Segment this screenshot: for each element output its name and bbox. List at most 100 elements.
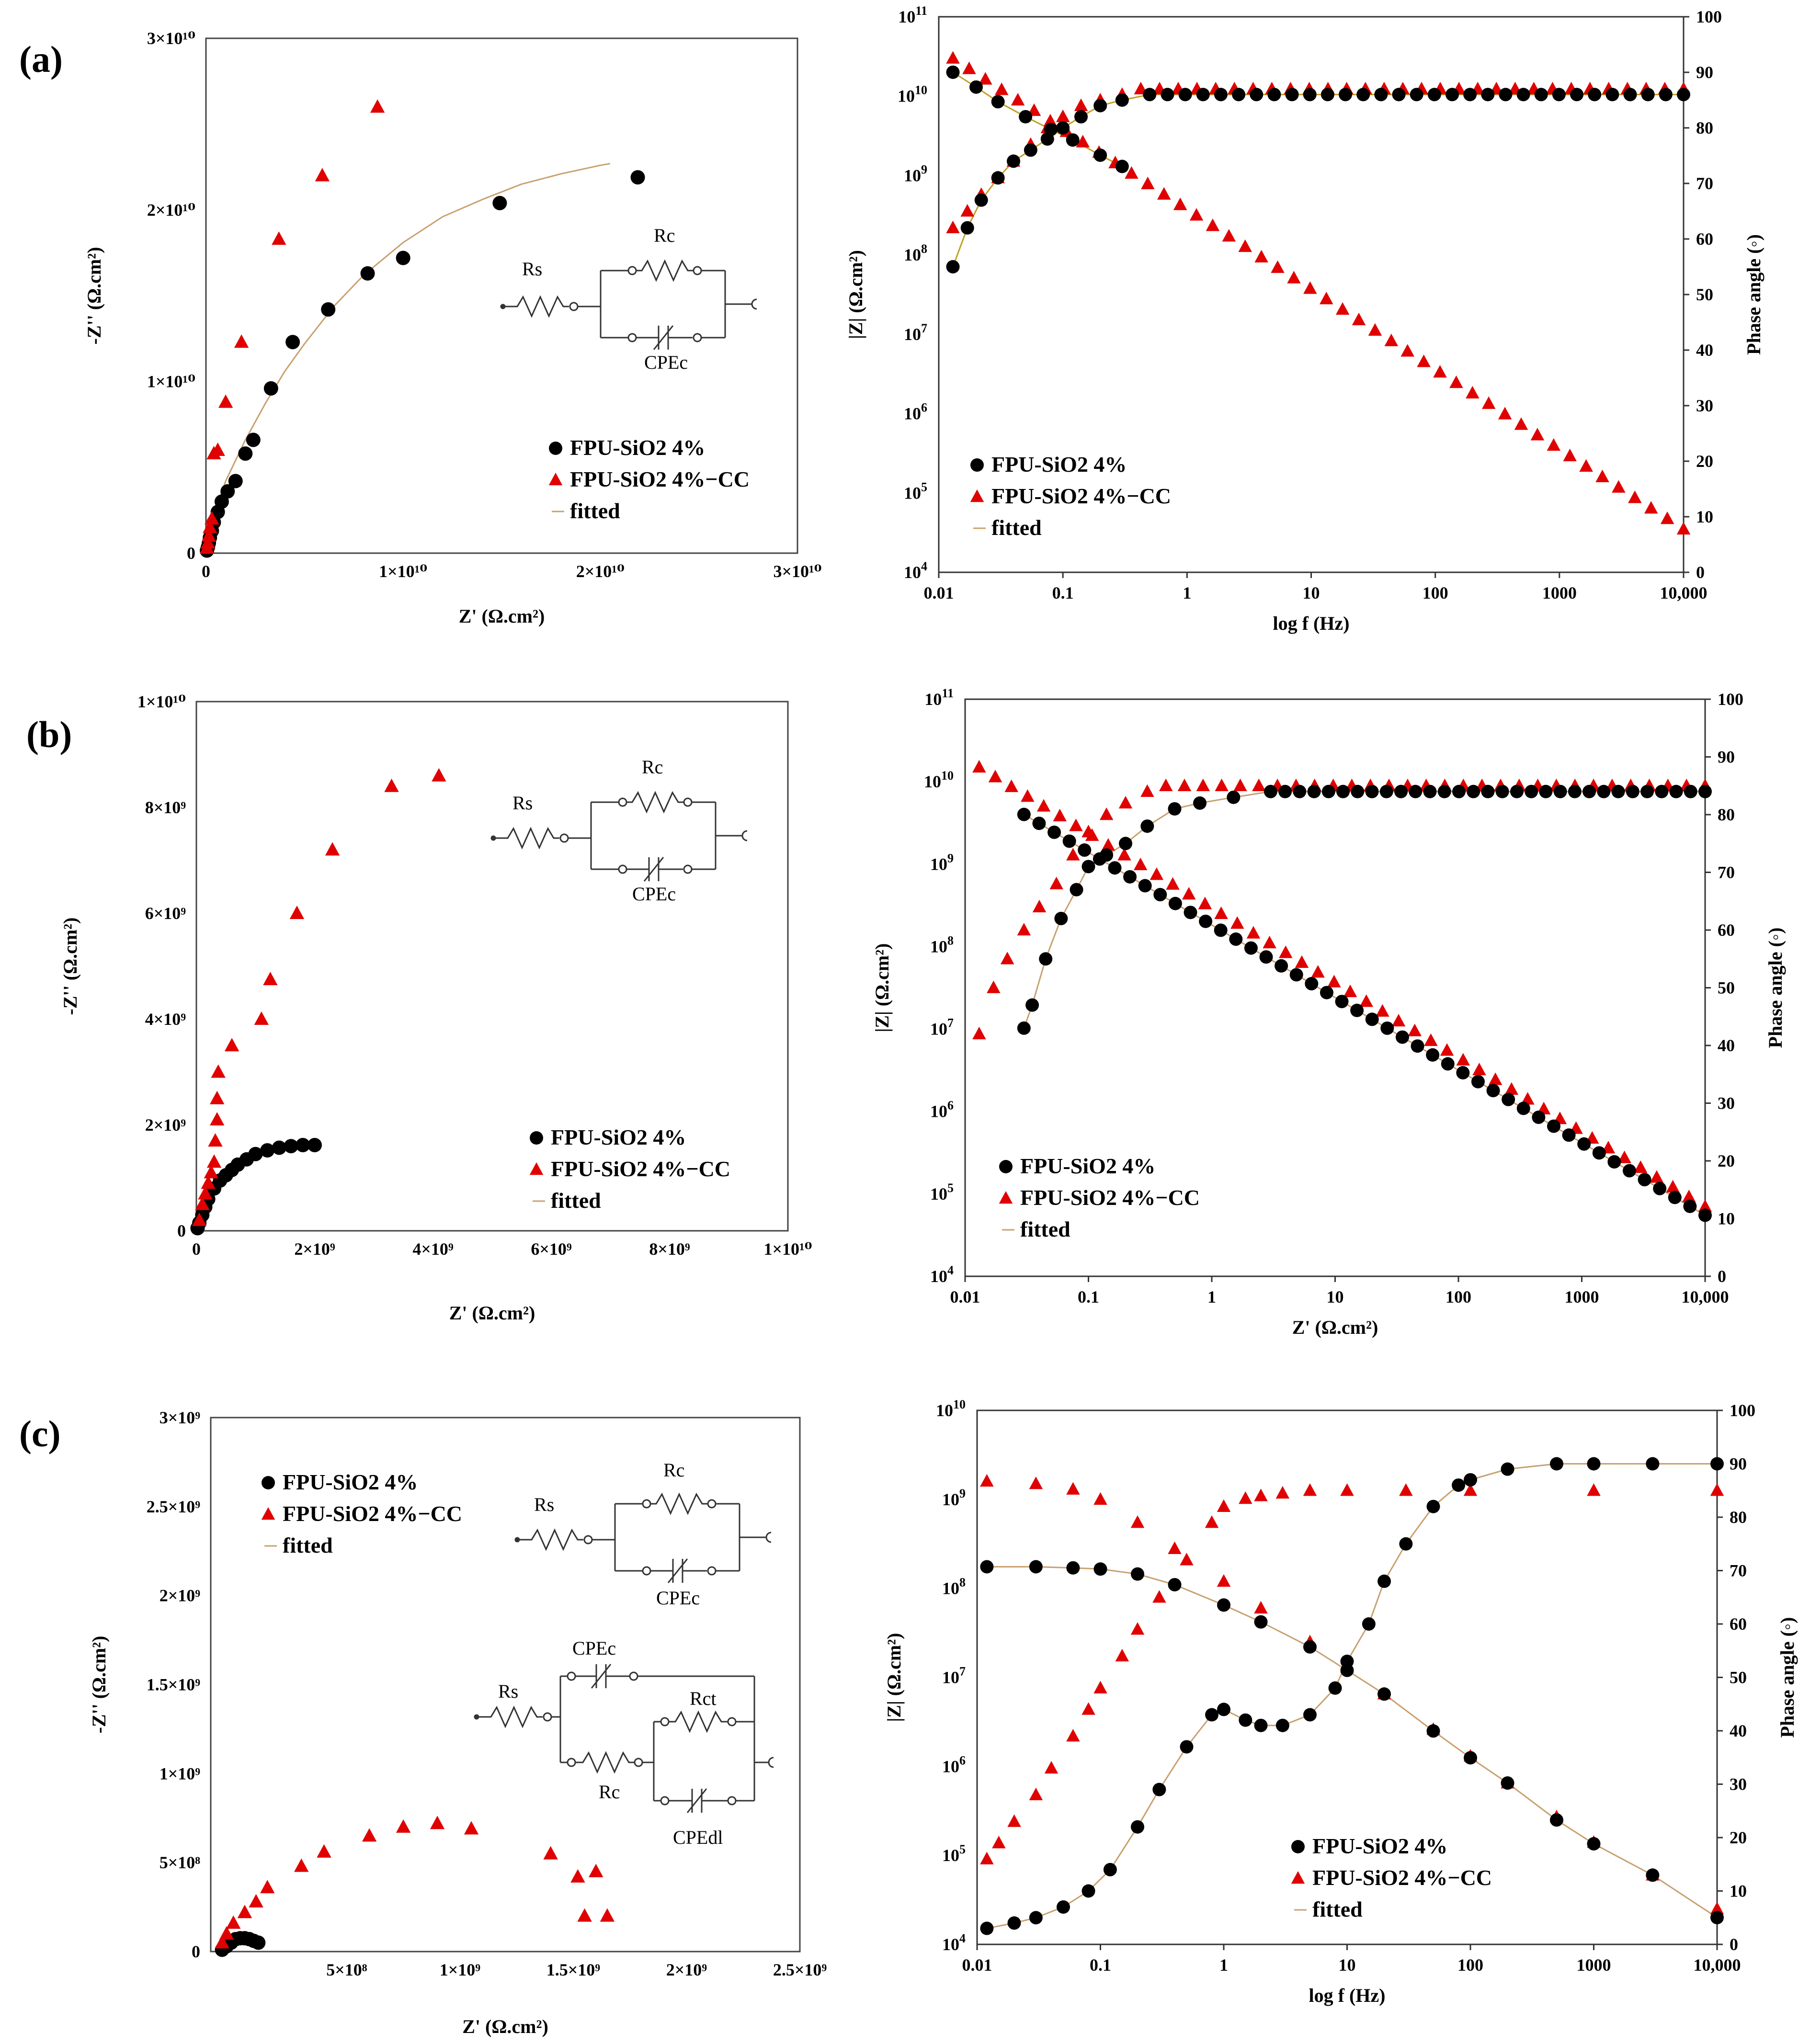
phase-point-s1 (974, 193, 988, 207)
modulus-point-s2 (1327, 975, 1341, 988)
y-axis-title: |Z| (Ω.cm²) (871, 943, 893, 1032)
modulus-point-s1 (1638, 1173, 1651, 1187)
x-tick-label: 0 (202, 562, 210, 581)
modulus-point-s1 (1456, 1066, 1470, 1079)
phase-point-s1 (1340, 1655, 1354, 1669)
data-point-s2 (215, 1935, 229, 1949)
phase-point-s2 (1303, 1483, 1317, 1496)
y-tick-label: 4×10⁹ (145, 1010, 186, 1029)
modulus-point-s1 (1259, 950, 1273, 964)
modulus-point-s2 (1222, 229, 1236, 242)
modulus-point-s1 (1532, 1110, 1546, 1124)
data-point-s1 (228, 474, 243, 488)
y2-axis-title: Phase angle (◦) (1764, 928, 1786, 1048)
modulus-point-s1 (1380, 1021, 1394, 1035)
legend-marker-s1 (530, 1131, 543, 1145)
data-point-s2 (203, 520, 217, 534)
y-tick-label: 104 (930, 1263, 954, 1286)
modulus-point-s1 (1093, 1562, 1107, 1576)
modulus-point-s2 (1698, 1199, 1712, 1212)
modulus-point-s2 (1440, 1043, 1454, 1056)
data-point-s1 (284, 1139, 298, 1154)
phase-point-s1 (1365, 784, 1379, 798)
modulus-point-s2 (1254, 250, 1268, 263)
circuit-c2-rc-label: Rc (599, 1781, 620, 1803)
modulus-point-s2 (1076, 135, 1090, 148)
phase-point-s1 (1510, 784, 1524, 798)
data-point-s2 (200, 535, 216, 549)
phase-point-s1 (1054, 911, 1068, 925)
phase-point-s2 (1177, 778, 1192, 791)
fitted-curve-modulus (1024, 814, 1706, 1216)
phase-point-s2 (1066, 848, 1080, 861)
x-axis-title: Z' (Ω.cm²) (449, 1302, 535, 1324)
y-tick-label: 3×10⁹ (159, 1408, 201, 1427)
y-axis-title: -Z'' (Ω.cm²) (88, 1636, 110, 1734)
modulus-point-s1 (1032, 817, 1046, 830)
phase-point-s1 (1074, 110, 1088, 124)
data-point-s2 (218, 394, 233, 408)
modulus-point-s2 (1303, 281, 1317, 294)
phase-point-s2 (1180, 1553, 1194, 1566)
fitted-curve-phase (987, 1463, 1717, 1930)
y-axis-title: -Z'' (Ω.cm²) (83, 247, 105, 345)
y-tick-label: 105 (930, 1181, 954, 1204)
y2-tick-label: 30 (1696, 396, 1713, 415)
data-point-s2 (543, 1846, 558, 1860)
data-point-s2 (226, 1915, 241, 1929)
modulus-point-s1 (1078, 843, 1092, 857)
y-tick-label: 1.5×10⁹ (147, 1675, 201, 1694)
panel-label-c: (c) (19, 1413, 61, 1454)
phase-point-s1 (1659, 88, 1673, 102)
legend-marker-s2 (999, 1191, 1013, 1204)
data-point-s2 (208, 1133, 223, 1147)
y2-tick-label: 70 (1730, 1561, 1747, 1580)
phase-point-s1 (1214, 88, 1228, 102)
modulus-point-s1 (1426, 1048, 1440, 1062)
phase-point-s1 (1275, 1718, 1289, 1732)
y2-tick-label: 20 (1718, 1151, 1735, 1170)
data-point-s2 (234, 334, 249, 348)
phase-point-s1 (1321, 88, 1334, 102)
legend-label-s1: FPU-SiO2 4% (551, 1125, 686, 1149)
modulus-point-s2 (1408, 1023, 1422, 1036)
data-point-s1 (360, 266, 375, 281)
phase-point-s1 (1409, 784, 1423, 798)
phase-point-s1 (1445, 88, 1459, 102)
data-point-s2 (263, 972, 278, 986)
data-point-s2 (396, 1819, 411, 1833)
x-tick-label: 2×10⁹ (666, 1960, 707, 1979)
data-point-s2 (210, 1090, 225, 1104)
x-tick-label: 1 (1219, 1955, 1228, 1975)
phase-point-s2 (987, 980, 1001, 993)
data-point-s2 (206, 1154, 222, 1168)
data-point-s1 (238, 446, 253, 461)
circuit-c-rc-label: Rc (663, 1459, 684, 1481)
phase-point-s1 (1227, 790, 1241, 804)
data-point-s2 (205, 511, 219, 525)
modulus-point-s2 (1287, 271, 1301, 284)
data-point-s2 (201, 1175, 216, 1189)
modulus-point-s2 (1424, 1033, 1438, 1046)
modulus-point-s1 (1184, 906, 1197, 920)
fitted-curve (205, 163, 611, 554)
modulus-point-s1 (1217, 1598, 1230, 1612)
modulus-point-s1 (1562, 1128, 1576, 1142)
chart-c-bode: 0.01 0.1 1 10 100 1000 10,00010410510610710810… (883, 1397, 1798, 2006)
phase-point-s1 (1029, 1911, 1043, 1925)
modulus-point-s2 (1066, 1482, 1080, 1495)
circuit-b-rc-label: Rc (642, 756, 663, 778)
modulus-point-s2 (1400, 344, 1414, 357)
y-tick-label: 107 (942, 1665, 966, 1687)
x-axis-title: Z' (Ω.cm²) (459, 605, 545, 627)
modulus-point-s2 (1449, 375, 1463, 388)
modulus-point-s2 (1384, 333, 1399, 346)
circuit-node (569, 302, 579, 311)
data-point-s1 (251, 1935, 266, 1950)
plot-frame (195, 701, 789, 1232)
modulus-point-s2 (1666, 1180, 1680, 1192)
y2-tick-label: 10 (1718, 1209, 1735, 1228)
modulus-point-s2 (1547, 438, 1561, 451)
data-point-s1 (321, 302, 336, 317)
phase-point-s2 (1081, 1702, 1095, 1715)
